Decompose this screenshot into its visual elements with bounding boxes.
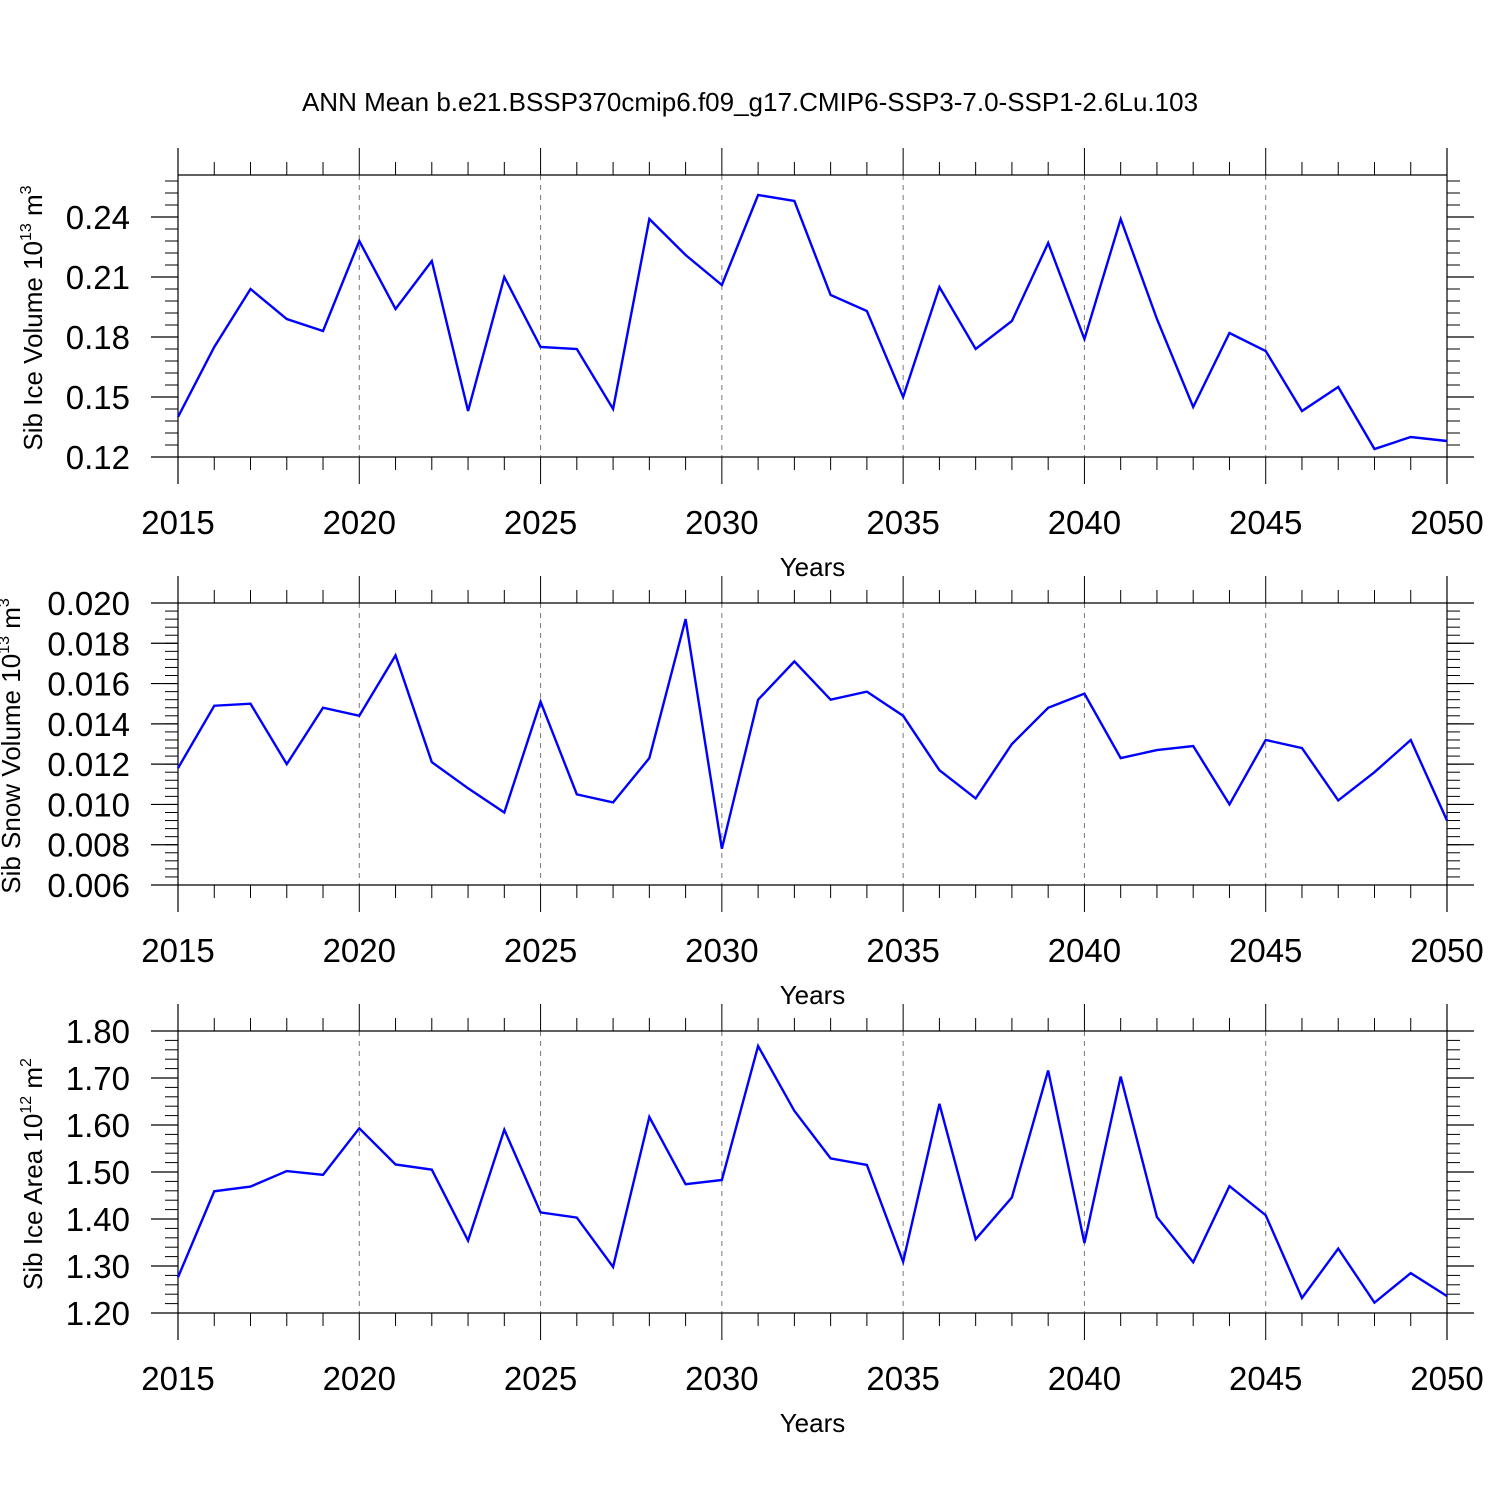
y-tick-label: 0.010 xyxy=(47,786,130,823)
y-tick-label: 1.40 xyxy=(66,1201,130,1238)
y-tick-label: 0.018 xyxy=(47,625,130,662)
x-tick-label: 2050 xyxy=(1410,1360,1483,1397)
x-tick-label: 2020 xyxy=(323,932,396,969)
x-tick-label: 2030 xyxy=(685,932,758,969)
y-tick-label: 0.006 xyxy=(47,867,130,904)
y-tick-label: 1.30 xyxy=(66,1248,130,1285)
series-line xyxy=(176,193,1448,451)
y-tick-label: 0.12 xyxy=(66,439,130,476)
panel-3: 2015 2020 2025 2030 2035 2040 2045 2050 1.20 1.30… xyxy=(18,1004,1484,1438)
x-tick-label: 2045 xyxy=(1229,504,1302,541)
y-tick-label: 0.18 xyxy=(66,319,130,356)
panel-2: 2015 2020 2025 2030 2035 2040 2045 20500.0060.0… xyxy=(0,576,1484,1010)
x-axis-title: Years xyxy=(780,1408,846,1438)
y-axis-title-unit: m xyxy=(0,607,26,636)
y-axis-title-unit-exponent: 3 xyxy=(18,185,35,194)
y-tick-label: 1.70 xyxy=(66,1060,130,1097)
x-tick-label: 2045 xyxy=(1229,932,1302,969)
series-line xyxy=(176,1042,1448,1305)
y-axis-title-exponent: 12 xyxy=(18,1096,35,1114)
y-tick-label: 0.008 xyxy=(47,827,130,864)
y-tick-label: 0.21 xyxy=(66,259,130,296)
chart-title: ANN Mean b.e21.BSSP370cmip6.f09_g17.CMIP… xyxy=(302,87,1198,117)
y-tick-label: 0.24 xyxy=(66,199,130,236)
y-tick-label: 0.016 xyxy=(47,666,130,703)
x-tick-label: 2045 xyxy=(1229,1360,1302,1397)
x-tick-label: 2015 xyxy=(141,504,214,541)
x-tick-label: 2050 xyxy=(1410,504,1483,541)
x-tick-label: 2020 xyxy=(323,504,396,541)
y-tick-label: 1.50 xyxy=(66,1154,130,1191)
x-tick-label: 2040 xyxy=(1048,504,1121,541)
x-tick-label: 2040 xyxy=(1048,932,1121,969)
y-axis-title: Sib Ice Volume 1013 m3 xyxy=(18,185,48,450)
x-tick-label: 2035 xyxy=(866,504,939,541)
y-tick-label: 0.15 xyxy=(66,379,130,416)
x-tick-label: 2020 xyxy=(323,1360,396,1397)
y-axis-title-text: Sib Snow Volume 10 xyxy=(0,654,26,894)
panels: 2015 2020 2025 2030 2035 2040 2045 2050 0.12 0.15… xyxy=(0,148,1484,1438)
y-tick-label: 0.012 xyxy=(47,746,130,783)
y-tick-label: 1.20 xyxy=(66,1295,130,1332)
y-axis-title: Sib Ice Area 1012 m2 xyxy=(18,1058,48,1290)
x-tick-label: 2040 xyxy=(1048,1360,1121,1397)
y-axis-title-unit-exponent: 3 xyxy=(0,598,13,607)
y-axis-title: Sib Snow Volume 1013 m3 xyxy=(0,598,26,894)
x-tick-label: 2025 xyxy=(504,1360,577,1397)
panel-1: 2015 2020 2025 2030 2035 2040 2045 2050 0.12 0.15… xyxy=(18,148,1484,582)
y-axis-title-exponent: 13 xyxy=(0,636,13,654)
x-tick-label: 2025 xyxy=(504,504,577,541)
y-axis-title-text: Sib Ice Area 10 xyxy=(18,1114,48,1290)
x-tick-label: 2035 xyxy=(866,932,939,969)
y-tick-label: 0.014 xyxy=(47,706,130,743)
x-axis-title: Years xyxy=(780,552,846,582)
y-tick-label: 0.020 xyxy=(47,585,130,622)
y-tick-label: 1.80 xyxy=(66,1013,130,1050)
x-axis-title: Years xyxy=(780,980,846,1010)
y-axis-title-exponent: 13 xyxy=(18,223,35,241)
x-tick-label: 2030 xyxy=(685,1360,758,1397)
x-tick-label: 2050 xyxy=(1410,932,1483,969)
y-axis-title-unit: m xyxy=(18,194,48,223)
x-tick-label: 2030 xyxy=(685,504,758,541)
y-axis-title-unit: m xyxy=(18,1067,48,1096)
series-line xyxy=(176,618,1449,850)
y-axis-title-text: Sib Ice Volume 10 xyxy=(18,241,48,451)
x-tick-label: 2015 xyxy=(141,932,214,969)
y-tick-label: 1.60 xyxy=(66,1107,130,1144)
x-tick-label: 2015 xyxy=(141,1360,214,1397)
y-axis-title-unit-exponent: 2 xyxy=(18,1058,35,1067)
x-tick-label: 2035 xyxy=(866,1360,939,1397)
x-tick-label: 2025 xyxy=(504,932,577,969)
